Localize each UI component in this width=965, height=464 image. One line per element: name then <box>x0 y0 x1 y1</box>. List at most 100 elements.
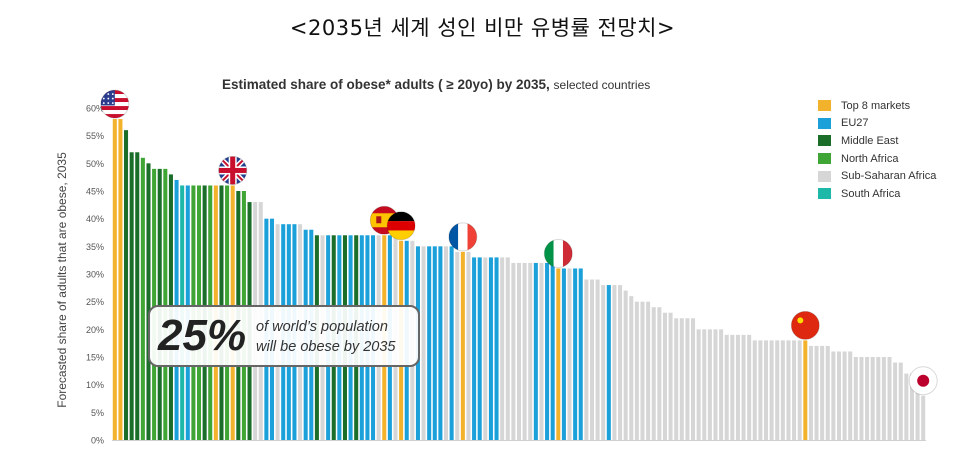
y-tick-label: 45% <box>86 187 104 197</box>
bar <box>730 334 735 440</box>
bar <box>921 395 926 440</box>
bar <box>820 345 825 440</box>
bar <box>483 257 488 440</box>
callout-box: 25% of world’s population will be obese … <box>148 305 420 367</box>
callout-line-1: of world’s population <box>256 319 388 335</box>
callout-line-2: will be obese by 2035 <box>256 339 396 355</box>
bar <box>561 268 566 440</box>
y-tick-label: 30% <box>86 270 104 280</box>
bar <box>786 340 791 440</box>
bar <box>146 163 151 440</box>
bar <box>853 357 858 440</box>
legend-item-south-africa: South Africa <box>818 185 936 203</box>
bar <box>500 257 505 440</box>
bar <box>444 246 449 440</box>
bar <box>112 119 117 440</box>
bar <box>567 268 572 440</box>
bar <box>556 268 561 440</box>
france-flag-icon <box>448 222 478 252</box>
bar <box>646 301 651 440</box>
bar <box>135 152 140 440</box>
y-tick-label: 10% <box>86 380 104 390</box>
bar <box>584 279 589 440</box>
bar <box>505 257 510 440</box>
y-tick-label: 25% <box>86 297 104 307</box>
bar <box>634 301 639 440</box>
bar <box>707 329 712 440</box>
germany-flag-icon <box>386 211 416 241</box>
bar <box>595 279 600 440</box>
bar <box>887 357 892 440</box>
legend-label: South Africa <box>841 187 901 200</box>
bar <box>691 318 696 440</box>
chart-title: Estimated share of obese* adults ( ≥ 20y… <box>222 77 650 92</box>
bar <box>780 340 785 440</box>
bar <box>511 262 516 440</box>
bar <box>640 301 645 440</box>
bar <box>713 329 718 440</box>
legend-item-north-africa: North Africa <box>818 150 936 168</box>
bar <box>545 262 550 440</box>
bar <box>909 373 914 440</box>
bar <box>522 262 527 440</box>
bar <box>432 246 437 440</box>
legend-swatch <box>818 100 831 112</box>
bar <box>741 334 746 440</box>
bar <box>719 329 724 440</box>
y-tick-label: 55% <box>86 131 104 141</box>
bar <box>724 334 729 440</box>
y-tick-label: 40% <box>86 214 104 224</box>
bar <box>825 345 830 440</box>
bar <box>612 285 617 440</box>
bar <box>438 246 443 440</box>
bar <box>668 312 673 440</box>
bar <box>904 373 909 440</box>
legend-item-top8: Top 8 markets <box>818 97 936 115</box>
bar <box>601 285 606 440</box>
bar <box>651 307 656 440</box>
bar <box>516 262 522 440</box>
legend-label: Sub-Saharan Africa <box>841 170 937 183</box>
legend-swatch <box>818 170 831 182</box>
bar <box>747 334 752 440</box>
bar <box>152 168 157 440</box>
legend-label: North Africa <box>841 152 899 165</box>
legend-swatch <box>818 153 831 165</box>
bar <box>528 262 533 440</box>
bar <box>836 351 842 440</box>
y-tick-label: 50% <box>86 159 104 169</box>
bar <box>775 340 780 440</box>
bar <box>763 340 769 440</box>
bar <box>157 168 162 440</box>
bar <box>421 246 426 440</box>
bar <box>803 340 808 440</box>
bar <box>623 290 628 440</box>
legend-label: EU27 <box>841 117 869 130</box>
bar <box>702 329 707 440</box>
legend-label: Middle East <box>841 134 899 147</box>
bar <box>488 257 493 440</box>
bar <box>898 362 903 440</box>
bar <box>466 251 471 440</box>
bar <box>578 268 583 440</box>
bar <box>848 351 853 440</box>
chart-subtitle: selected countries <box>553 78 651 92</box>
y-tick-label: 15% <box>86 353 104 363</box>
page-title: <2035년 세계 성인 비만 유병률 전망치> <box>289 16 676 40</box>
uk-flag-icon <box>218 155 248 185</box>
bar <box>769 340 774 440</box>
bar <box>618 285 623 440</box>
bar <box>797 340 802 440</box>
legend-swatch <box>818 135 831 147</box>
bar <box>735 334 740 440</box>
chart-title-main: Estimated share of obese* adults ( ≥ 20y… <box>222 77 550 92</box>
bar <box>915 373 920 440</box>
bar <box>140 157 145 441</box>
bar <box>662 312 667 440</box>
bar <box>460 251 465 440</box>
bar <box>449 246 454 440</box>
bar <box>752 340 757 440</box>
bar <box>477 257 482 440</box>
bar <box>606 285 611 440</box>
